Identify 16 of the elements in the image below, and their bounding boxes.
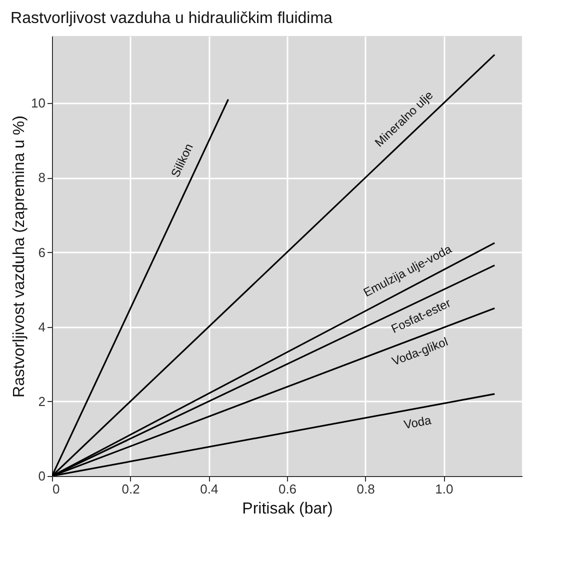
x-tick-label: 0.8 (356, 482, 375, 496)
chart-title: Rastvorljivost vazduha u hidrauličkim fluidima (10, 10, 333, 27)
y-tick-label: 2 (38, 394, 46, 409)
x-tick-label: 0.4 (200, 482, 218, 496)
x-tick-label: 1.0 (435, 482, 454, 496)
text: Voda (402, 413, 433, 432)
x-axis-title: Pritisak (bar) (242, 500, 333, 518)
y-axis-title: Rastvorljivost vazduha (zapremina u %) (11, 116, 28, 398)
y-tick-label: 10 (31, 96, 46, 111)
x-tick-label: 0.2 (122, 482, 140, 496)
y-tick-label: 4 (38, 319, 46, 334)
y-tick-label: 6 (38, 244, 46, 260)
y-tick-label: 0 (38, 468, 46, 484)
x-tick-label: 0 (52, 482, 60, 496)
x-tick-label: 0.6 (278, 482, 297, 496)
y-tick-label: 8 (38, 170, 46, 186)
